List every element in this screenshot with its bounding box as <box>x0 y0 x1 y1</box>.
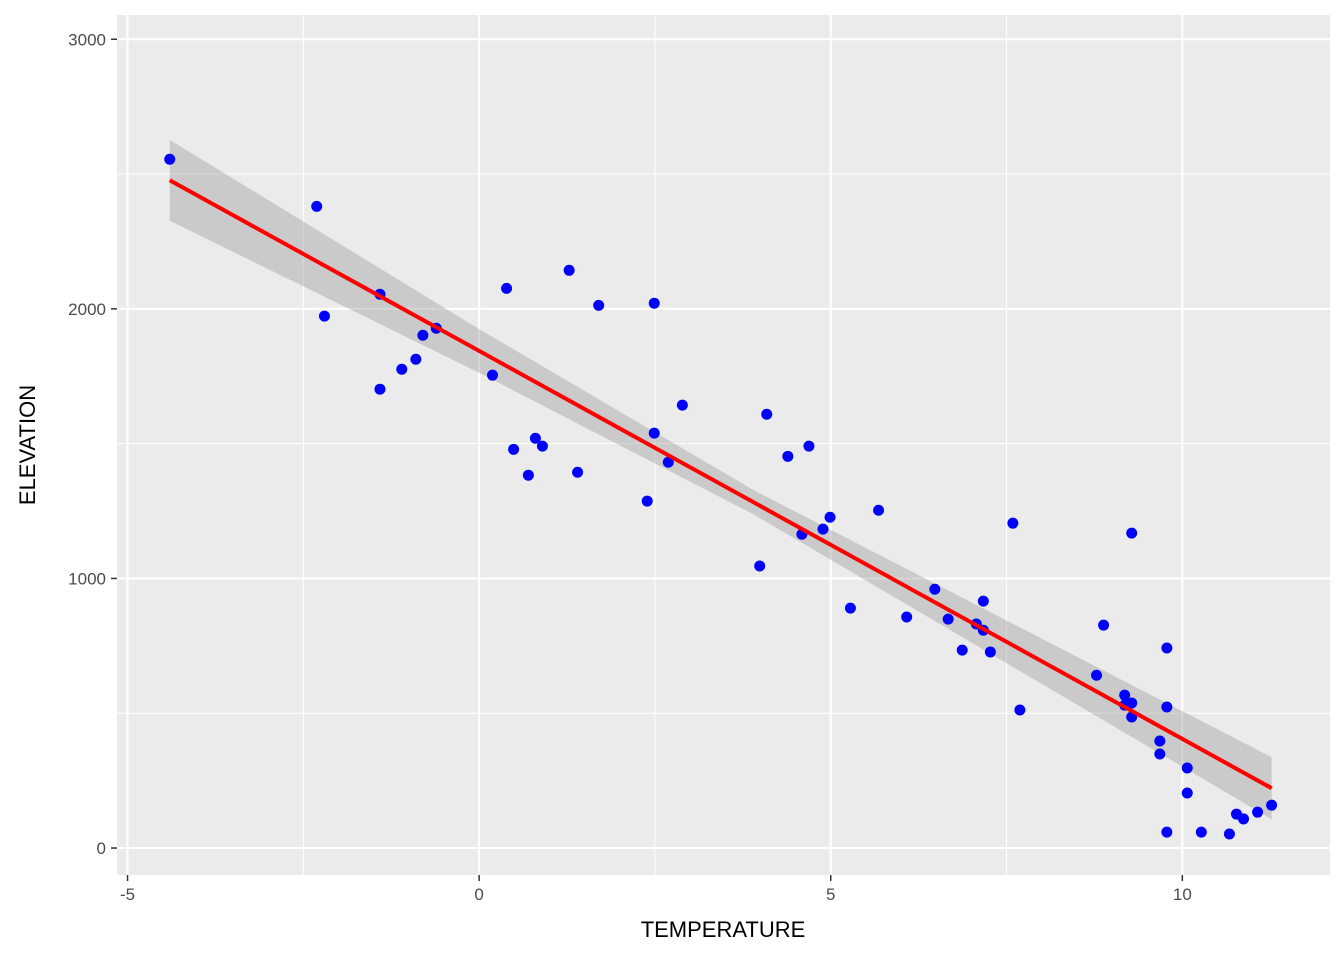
y-tick-label: 0 <box>97 839 106 858</box>
data-point <box>374 383 386 395</box>
data-point <box>754 560 766 572</box>
data-point <box>1161 701 1173 713</box>
data-point <box>410 353 422 365</box>
plot-panel <box>117 15 1330 875</box>
data-point <box>522 469 534 481</box>
data-point <box>396 363 408 375</box>
data-point <box>563 264 575 276</box>
data-point <box>817 523 829 535</box>
data-point <box>956 644 968 656</box>
y-tick-label: 1000 <box>68 569 106 588</box>
regression-line <box>168 178 1273 790</box>
data-point <box>318 310 330 322</box>
data-point <box>572 466 584 478</box>
data-point <box>977 595 989 607</box>
data-point <box>536 440 548 452</box>
data-point <box>1119 689 1131 701</box>
data-point <box>1098 619 1110 631</box>
data-point <box>1195 826 1207 838</box>
confidence-band-layer <box>169 139 1272 820</box>
data-point <box>782 450 794 462</box>
confidence-band <box>169 139 1272 820</box>
data-point <box>1014 704 1026 716</box>
data-point <box>824 511 836 523</box>
data-point <box>1252 806 1264 818</box>
data-point <box>942 613 954 625</box>
data-point <box>164 153 176 165</box>
data-point <box>1161 642 1173 654</box>
y-tick-label: 2000 <box>68 300 106 319</box>
y-axis-title: ELEVATION <box>15 385 40 505</box>
data-point <box>984 646 996 658</box>
data-point <box>529 432 541 444</box>
data-point <box>1266 799 1278 811</box>
data-point <box>873 504 885 516</box>
data-point <box>844 602 856 614</box>
data-point <box>1161 826 1173 838</box>
data-point <box>593 299 605 311</box>
grid-minor <box>117 15 1330 875</box>
x-tick-label: 5 <box>826 885 835 904</box>
data-point <box>487 369 499 381</box>
data-point <box>648 297 660 309</box>
x-axis: -5 0 5 10 <box>120 875 1192 904</box>
data-point <box>1181 762 1193 774</box>
data-point <box>1223 828 1235 840</box>
data-point <box>508 443 520 455</box>
data-point <box>1154 735 1166 747</box>
data-point <box>311 200 323 212</box>
data-point <box>1126 527 1138 539</box>
data-point <box>1007 517 1019 529</box>
data-point <box>1238 813 1250 825</box>
x-tick-label: 0 <box>474 885 483 904</box>
x-axis-title: TEMPERATURE <box>641 917 806 942</box>
y-axis: 0 1000 2000 3000 <box>68 30 117 858</box>
y-tick-label: 3000 <box>68 30 106 49</box>
data-point <box>662 456 674 468</box>
fit-line-layer <box>168 178 1273 790</box>
data-point <box>676 399 688 411</box>
data-point <box>1154 748 1166 760</box>
points-layer <box>164 153 1278 840</box>
x-tick-label: -5 <box>120 885 135 904</box>
data-point <box>1181 787 1193 799</box>
grid-major <box>117 15 1330 875</box>
data-point <box>648 427 660 439</box>
data-point <box>803 440 815 452</box>
x-tick-label: 10 <box>1173 885 1192 904</box>
data-point <box>501 282 513 294</box>
data-point <box>929 583 941 595</box>
data-point <box>761 408 773 420</box>
data-point <box>1091 669 1103 681</box>
data-point <box>901 611 913 623</box>
data-point <box>417 329 429 341</box>
data-point <box>641 495 653 507</box>
data-point <box>1126 697 1138 709</box>
